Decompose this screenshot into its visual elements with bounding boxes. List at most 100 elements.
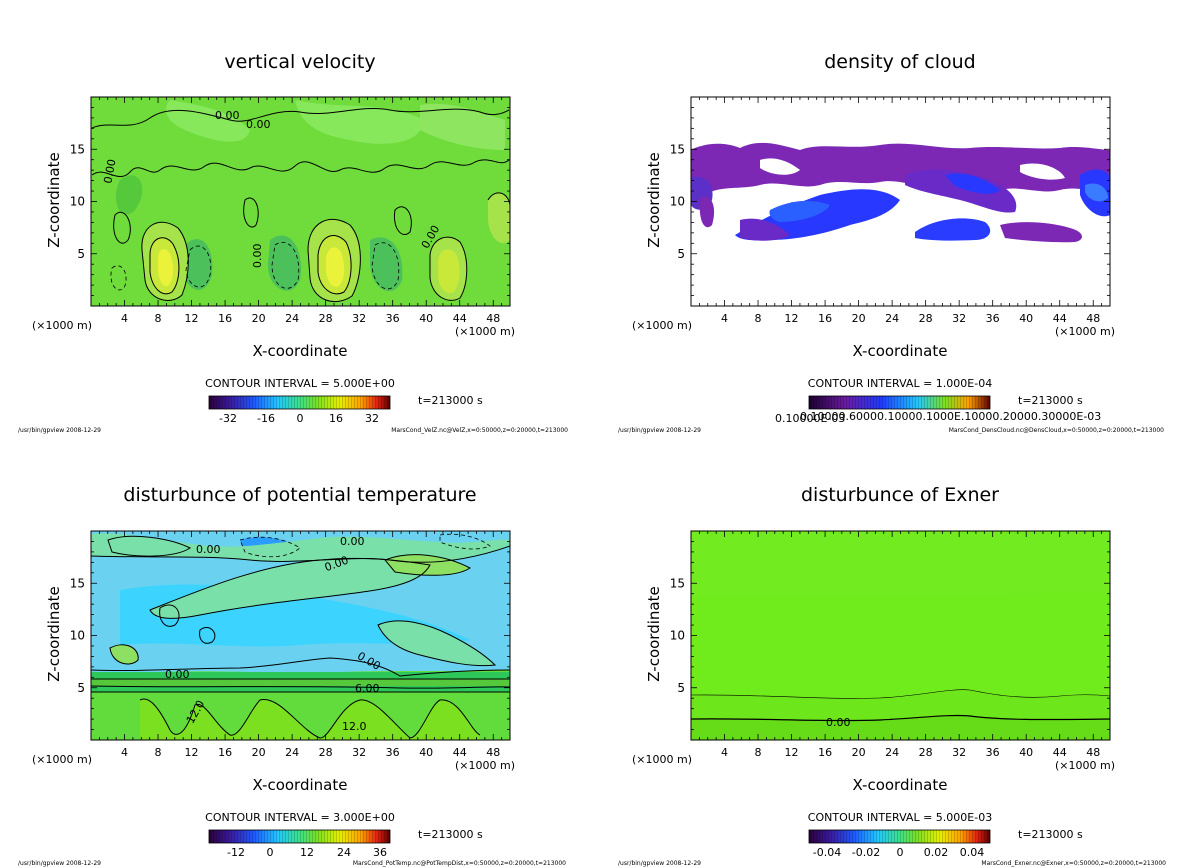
colorbar-labels: -0.04 -0.02 0 0.02 0.04: [813, 846, 984, 859]
colorbar-ticks-overlay: [809, 830, 990, 843]
contour-line: [91, 685, 510, 689]
negative-contours: [239, 533, 491, 558]
cloud-region: [691, 142, 1110, 198]
cloud-region: [1000, 222, 1082, 243]
x-tick-label: 24: [285, 746, 299, 759]
contour-label: 0.00: [246, 118, 271, 131]
x-tick-label: 24: [885, 312, 899, 325]
x-unit-left: (×1000 m): [632, 319, 692, 332]
contour-line: [307, 218, 361, 303]
x-tick-label: 8: [155, 312, 162, 325]
footer-left: /usr/bin/gpview 2008-12-29: [18, 860, 101, 867]
x-axis-label: X-coordinate: [853, 776, 948, 794]
x-axis-label: X-coordinate: [853, 342, 948, 360]
contour-label: 0.00: [215, 109, 240, 122]
x-tick-label: 16: [218, 312, 232, 325]
time-label: t=213000 s: [1018, 828, 1083, 841]
field-band: [691, 531, 1110, 597]
contour-line: [139, 698, 481, 739]
colorbar-tick: -12: [227, 846, 245, 859]
field-band: [691, 715, 1110, 740]
colorbar-tick: -0.02: [852, 846, 880, 859]
contour-lines: [91, 107, 510, 303]
y-tick-label: 10: [670, 629, 685, 643]
cloud-region: [699, 196, 715, 228]
x-tick-label: 36: [386, 312, 400, 325]
x-axis: 4 8 12 16 20 24 28 32 36 40 44 48: [98, 531, 503, 759]
x-tick-label: 8: [755, 312, 762, 325]
y-tick-label: 10: [70, 195, 85, 209]
contour-label: 0.00: [165, 668, 190, 681]
warm-blob: [110, 644, 139, 664]
x-axis-label: X-coordinate: [253, 776, 348, 794]
colorbar-overprint: 0.10000.60000.10000.1000E.10000.20000.30…: [800, 410, 1101, 423]
footer-left: /usr/bin/gpview 2008-12-29: [618, 860, 701, 867]
panel-density-of-cloud: density of cloud 4 8 12 16 20 24 28 32 36 4: [618, 51, 1164, 434]
cloud-gap: [760, 158, 800, 175]
cloud-region: [905, 169, 1017, 213]
x-tick-label: 28: [919, 746, 933, 759]
colorbar-tick: -32: [219, 412, 237, 425]
x-tick-label: 16: [818, 312, 832, 325]
cloud-region: [1085, 183, 1108, 202]
x-tick-label: 48: [486, 312, 500, 325]
y-tick-label: 5: [77, 681, 85, 695]
x-tick-label: 12: [185, 312, 199, 325]
colorbar-tick: -0.04: [813, 846, 841, 859]
colorbar-tick: 36: [373, 846, 387, 859]
contour-line: [149, 557, 431, 619]
y-axis-label: Z-coordinate: [645, 586, 663, 681]
x-tick-label: 32: [952, 746, 966, 759]
x-tick-label: 28: [919, 312, 933, 325]
y-tick-label: 5: [677, 681, 685, 695]
contour-line: [199, 627, 216, 644]
contour-interval: CONTOUR INTERVAL = 3.000E+00: [205, 811, 395, 824]
cloud-region: [740, 218, 790, 241]
footer-right: MarsCond_PotTemp.nc@PotTempDist,x=0:5000…: [353, 860, 566, 867]
colorbar-labels: -12 0 12 24 36: [227, 846, 387, 859]
x-unit-right: (×1000 m): [455, 325, 515, 338]
plot-area: [691, 97, 1110, 306]
contour-line: [377, 620, 497, 667]
contour-label: 12.0: [342, 720, 367, 733]
x-unit-left: (×1000 m): [32, 319, 92, 332]
x-tick-label: 24: [885, 746, 899, 759]
x-tick-label: 12: [785, 312, 799, 325]
updraft-mid: [438, 249, 460, 294]
x-tick-label: 28: [319, 312, 333, 325]
contour-line: [691, 689, 1110, 699]
colorbar-tick: 24: [337, 846, 351, 859]
cloud-gap: [1020, 163, 1065, 180]
x-tick-label: 32: [952, 312, 966, 325]
colorbar-ticks-overlay: [209, 396, 390, 409]
contour-line-dashed: [185, 245, 212, 288]
x-tick-label: 36: [386, 746, 400, 759]
x-tick-label: 44: [453, 312, 467, 325]
x-axis: 4 8 12 16 20 24 28 32 36 40 44 48: [98, 97, 503, 325]
x-tick-label: 4: [121, 746, 128, 759]
field-patches: [115, 100, 510, 302]
contour-line: [429, 236, 468, 301]
x-unit-right: (×1000 m): [455, 759, 515, 772]
panel-title: disturbunce of Exner: [801, 484, 999, 506]
x-tick-label: 12: [185, 746, 199, 759]
updraft-outer: [488, 192, 510, 244]
y-tick-label: 10: [670, 195, 685, 209]
contour-line: [243, 197, 259, 228]
x-tick-label: 4: [721, 746, 728, 759]
updraft-core: [158, 249, 174, 287]
contour-line: [91, 657, 510, 677]
colorbar-ticks-overlay: [809, 396, 990, 409]
x-tick-label: 4: [121, 312, 128, 325]
warm-band: [91, 679, 510, 686]
colorbar-tick: -16: [257, 412, 275, 425]
x-tick-label: 40: [419, 312, 433, 325]
contour-line: [691, 714, 1110, 722]
x-tick-label: 44: [453, 746, 467, 759]
y-axis: 5 10 15: [70, 107, 510, 296]
y-tick-label: 15: [70, 576, 85, 590]
contour-label: 6.00: [355, 682, 380, 695]
contour-line: [393, 206, 412, 235]
x-tick-label: 20: [852, 746, 866, 759]
panel-vertical-velocity: vertical velocity: [18, 51, 568, 434]
